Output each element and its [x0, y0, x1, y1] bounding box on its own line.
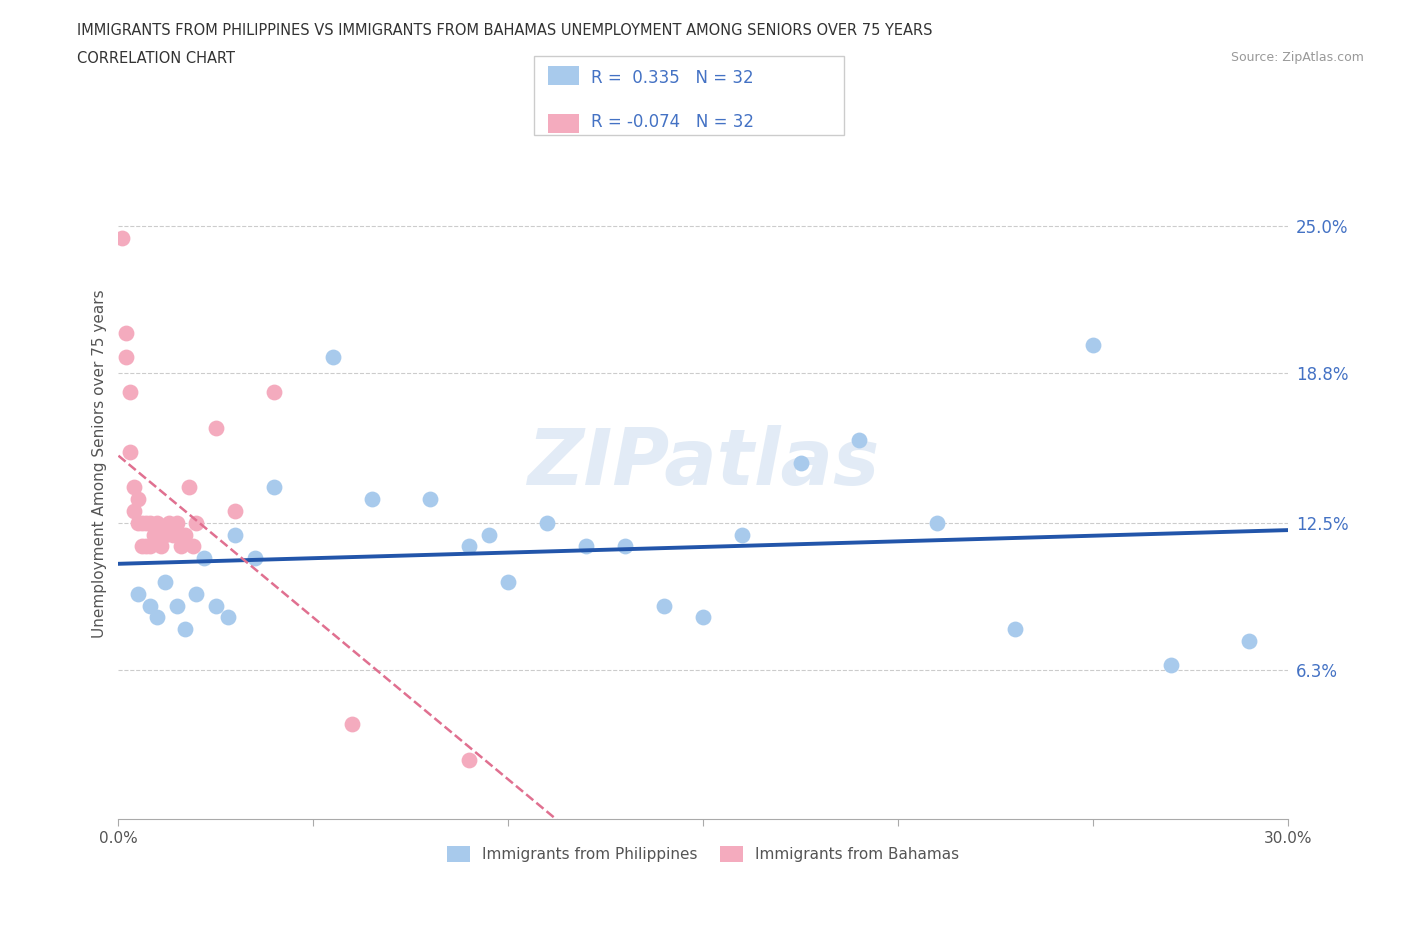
Point [205, 420, 228, 435]
Point [419, 492, 441, 507]
Point [155, 575, 177, 590]
Point [263, 480, 285, 495]
Point [142, 527, 165, 542]
Point [131, 538, 153, 553]
Point [120, 445, 142, 459]
Point [731, 527, 754, 542]
Point [193, 551, 215, 565]
Point [614, 538, 637, 553]
Point [177, 480, 200, 495]
Point [120, 385, 142, 400]
Point [122, 480, 145, 495]
Point [496, 575, 519, 590]
Text: IMMIGRANTS FROM PHILIPPINES VS IMMIGRANTS FROM BAHAMAS UNEMPLOYMENT AMONG SENIOR: IMMIGRANTS FROM PHILIPPINES VS IMMIGRANT… [77, 23, 932, 38]
Point [1237, 633, 1260, 648]
Point [146, 610, 169, 625]
Text: R =  0.335   N = 32: R = 0.335 N = 32 [591, 69, 754, 87]
Text: R = -0.074   N = 32: R = -0.074 N = 32 [591, 113, 754, 131]
Point [115, 326, 138, 340]
Point [205, 598, 228, 613]
Point [848, 432, 870, 447]
Point [224, 527, 246, 542]
Point [157, 515, 180, 530]
Point [458, 538, 481, 553]
Point [166, 598, 188, 613]
Point [360, 492, 382, 507]
Point [652, 598, 675, 613]
Point [575, 538, 598, 553]
Point [150, 538, 173, 553]
Point [138, 538, 160, 553]
Point [127, 515, 149, 530]
Legend: Immigrants from Philippines, Immigrants from Bahamas: Immigrants from Philippines, Immigrants … [440, 840, 966, 868]
Point [1004, 622, 1026, 637]
Point [224, 503, 246, 518]
Point [458, 752, 481, 767]
Point [166, 515, 188, 530]
Point [181, 538, 204, 553]
Point [173, 622, 195, 637]
Point [322, 350, 344, 365]
Y-axis label: Unemployment Among Seniors over 75 years: Unemployment Among Seniors over 75 years [93, 289, 107, 638]
Point [173, 527, 195, 542]
Point [243, 551, 266, 565]
Point [925, 515, 948, 530]
Point [155, 527, 177, 542]
Point [138, 598, 160, 613]
Point [131, 515, 153, 530]
Text: CORRELATION CHART: CORRELATION CHART [77, 51, 235, 66]
Point [127, 492, 149, 507]
Point [1081, 338, 1104, 352]
Point [162, 527, 184, 542]
Point [342, 717, 364, 732]
Point [111, 231, 134, 246]
Point [127, 586, 149, 601]
Point [135, 515, 157, 530]
Point [122, 503, 145, 518]
Point [115, 350, 138, 365]
Point [692, 610, 714, 625]
Text: ZIPatlas: ZIPatlas [527, 425, 879, 501]
Point [146, 515, 169, 530]
Point [1160, 658, 1182, 672]
Point [186, 586, 208, 601]
Text: Source: ZipAtlas.com: Source: ZipAtlas.com [1230, 51, 1364, 64]
Point [217, 610, 239, 625]
Point [263, 385, 285, 400]
Point [478, 527, 501, 542]
Point [789, 456, 811, 471]
Point [135, 538, 157, 553]
Point [536, 515, 558, 530]
Point [170, 538, 193, 553]
Point [138, 515, 160, 530]
Point [186, 515, 208, 530]
